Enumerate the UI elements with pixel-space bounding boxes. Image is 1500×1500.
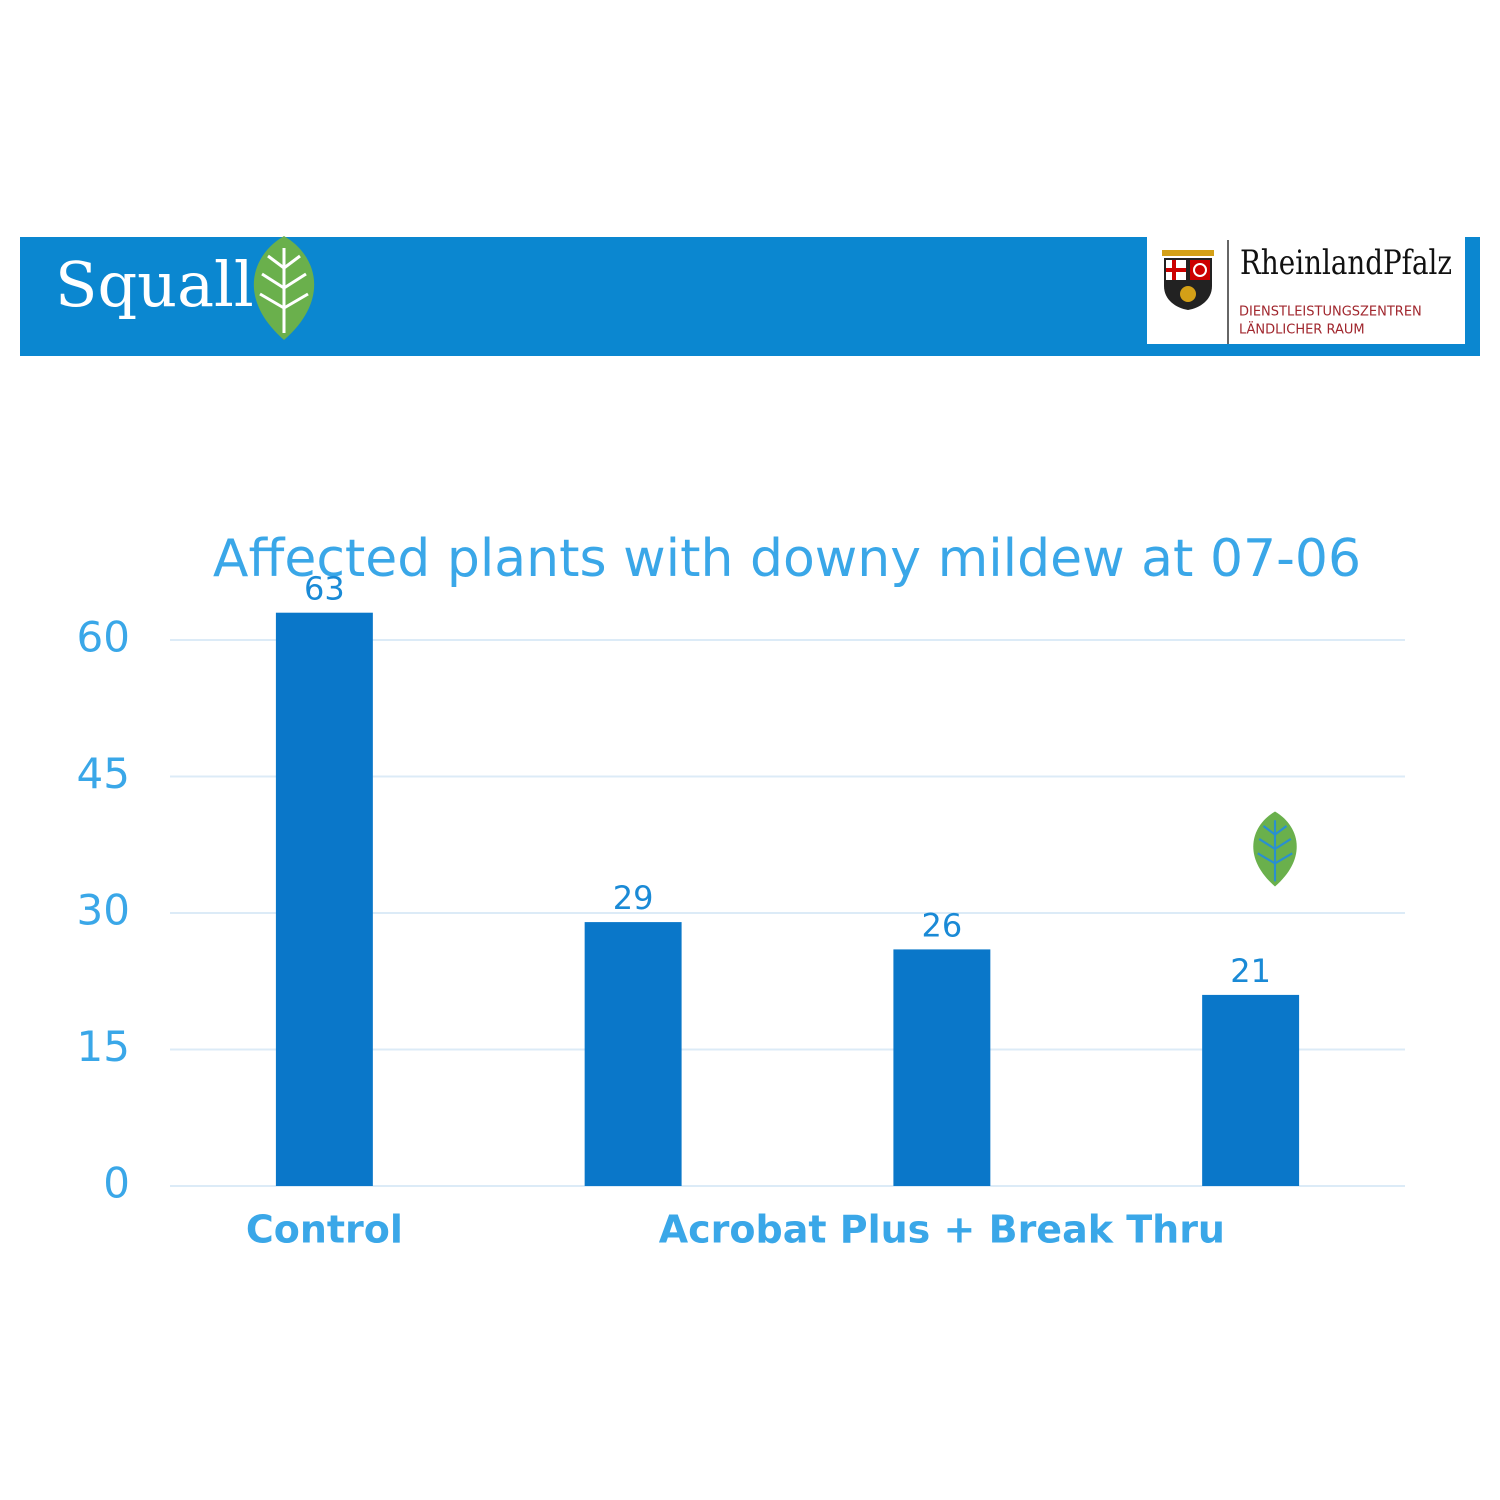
data-label: 29 <box>613 879 654 917</box>
bar <box>1202 994 1300 1186</box>
bar <box>893 949 991 1186</box>
bar <box>584 922 682 1186</box>
brand-leaf <box>253 236 315 340</box>
y-tick-label: 30 <box>77 886 130 935</box>
coat-of-arms <box>1162 250 1214 310</box>
partner-line: DIENSTLEISTUNGSZENTREN <box>1239 305 1422 320</box>
x-tick-label: Control <box>246 1208 403 1252</box>
y-tick-label: 45 <box>77 749 130 798</box>
y-tick-label: 60 <box>77 613 130 662</box>
data-label: 21 <box>1230 952 1271 990</box>
x-tick-label: Acrobat Plus + Break Thru <box>659 1208 1225 1252</box>
bar <box>275 612 373 1186</box>
decor-leaf <box>1253 811 1297 887</box>
data-label: 63 <box>304 570 345 608</box>
brand: Squall <box>55 248 254 321</box>
partner-name: RheinlandPfalz <box>1240 243 1452 283</box>
chart-title: Affected plants with downy mildew at 07-… <box>213 529 1361 589</box>
y-tick-label: 0 <box>103 1159 130 1208</box>
partner-line: LÄNDLICHER RAUM <box>1239 322 1365 338</box>
data-label: 26 <box>922 906 963 944</box>
y-tick-label: 15 <box>77 1022 130 1071</box>
